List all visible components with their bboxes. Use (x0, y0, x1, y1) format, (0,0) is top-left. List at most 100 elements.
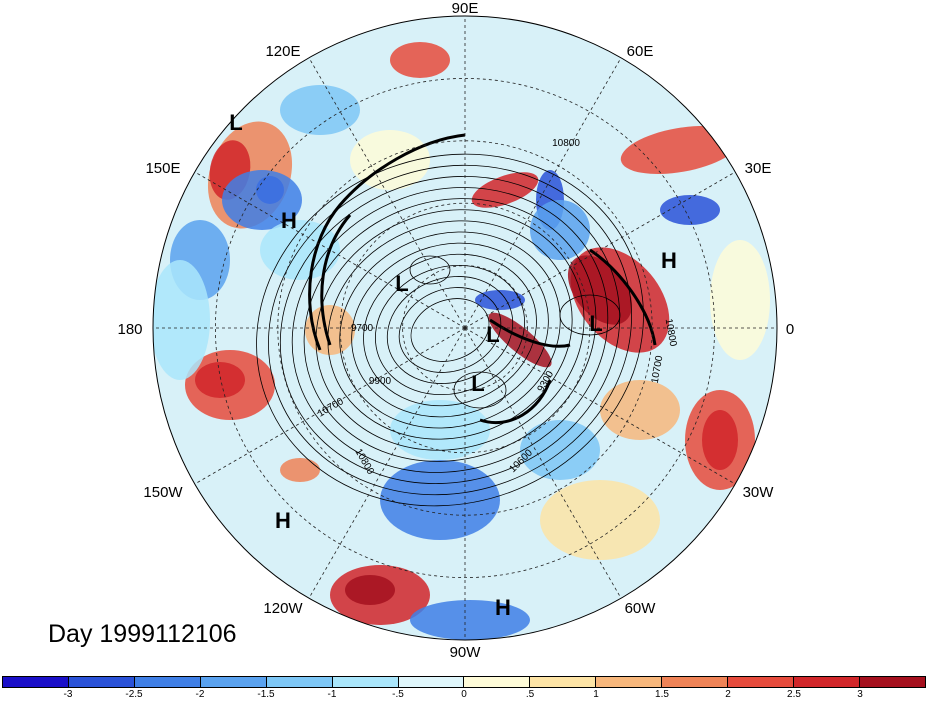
colorbar-swatch (728, 677, 795, 687)
lon-label-90e: 90E (452, 0, 479, 17)
latitude-circle (339, 202, 591, 454)
contour-label: 9900 (369, 376, 392, 387)
pressure-center-low: L (471, 371, 484, 396)
colorbar-tick-label: 1.5 (655, 689, 669, 700)
height-contour (453, 371, 507, 409)
pressure-center-low: L (589, 311, 602, 336)
colorbar-tick-label: 0 (461, 689, 467, 700)
meridian-line (194, 327, 466, 485)
colorbar-tick-label: -2.5 (125, 689, 143, 700)
height-contour (279, 175, 621, 485)
height-contour (315, 209, 585, 451)
jet-contour (479, 379, 552, 425)
jet-contour (589, 248, 657, 346)
longitude-labels: 90E 60E 30E 0 30W 60W 90W 120W 150W 180 … (117, 0, 794, 661)
colorbar-swatch (794, 677, 860, 687)
meridian-line (464, 57, 622, 329)
anomaly-blob (153, 260, 210, 380)
lon-label-150e: 150E (145, 160, 180, 177)
meridian-line (464, 327, 622, 599)
map-border (152, 15, 778, 641)
colorbar-tick-label: .5 (525, 689, 535, 700)
anomaly-blob (390, 400, 490, 460)
colorbar-tick-label: 3 (857, 689, 863, 700)
colorbar-swatch (859, 677, 925, 687)
colorbar-tick-label: -3 (63, 689, 73, 700)
colorbar-swatch (596, 677, 663, 687)
anomaly-blob (390, 42, 450, 78)
anomaly-blob (350, 130, 430, 190)
pressure-centers: L H L L L L H H H (229, 110, 677, 620)
lon-label-60w: 60W (625, 600, 657, 617)
anomaly-blob (380, 460, 500, 540)
meridian-line (464, 327, 736, 485)
height-contour (386, 276, 514, 384)
pressure-center-high: H (275, 508, 291, 533)
lon-label-30w: 30W (743, 484, 775, 501)
colorbar (2, 676, 926, 688)
latitude-circle (214, 77, 716, 579)
anomaly-blob (345, 575, 395, 605)
height-contour (398, 287, 502, 373)
jet-contour (308, 133, 466, 351)
colorbar-tick-label: -2 (195, 689, 205, 700)
colorbar-tick-label: 1 (593, 689, 599, 700)
height-contour (291, 187, 609, 473)
height-contour (410, 298, 490, 362)
lon-label-0: 0 (786, 321, 794, 338)
anomaly-blob (540, 480, 660, 560)
anomaly-blob (471, 172, 539, 208)
anomaly-blob (620, 125, 740, 175)
height-contour (303, 198, 597, 462)
colorbar-swatch (68, 677, 135, 687)
colorbar-swatch (332, 677, 399, 687)
jet-contour (489, 318, 571, 348)
graticule (153, 16, 777, 640)
anomaly-blob (280, 458, 320, 482)
lon-label-150w: 150W (143, 484, 183, 501)
colorbar-tick-label: -.5 (392, 689, 404, 700)
anomaly-blob (488, 312, 552, 368)
contour-label: 10800 (663, 318, 679, 348)
meridian-line (308, 57, 466, 329)
lon-label-30e: 30E (745, 160, 772, 177)
colorbar-swatch (530, 677, 597, 687)
lon-label-120e: 120E (265, 43, 300, 60)
colorbar-tick-label: -1.5 (257, 689, 275, 700)
contour-label: 9700 (351, 323, 374, 334)
height-contour (327, 220, 573, 440)
pressure-center-low: L (229, 110, 242, 135)
height-contour (351, 242, 549, 418)
pressure-center-low: L (486, 322, 499, 347)
height-contours (256, 153, 644, 507)
anomaly-blob (280, 85, 360, 135)
meridian-line (308, 327, 466, 599)
contour-label: 10700 (650, 354, 666, 384)
anomaly-blob (410, 600, 530, 640)
height-contour (268, 164, 632, 496)
anomaly-blob (710, 240, 770, 360)
height-contour (363, 253, 537, 407)
colorbar-swatch (662, 677, 729, 687)
map-disc (153, 16, 777, 640)
meridian-line (464, 171, 736, 329)
contour-label: 10800 (552, 138, 580, 149)
jet-contour (320, 214, 352, 346)
anomaly-blob (660, 195, 720, 225)
map-title: Day 1999112106 (48, 620, 237, 648)
colorbar-tick-label: 2 (725, 689, 731, 700)
colorbar-swatch (134, 677, 201, 687)
lon-label-90w: 90W (450, 644, 482, 661)
lon-label-180: 180 (117, 321, 142, 338)
colorbar-swatch (266, 677, 333, 687)
anomaly-field (153, 42, 770, 640)
pressure-center-high: H (281, 208, 297, 233)
colorbar-tick-labels: -3 -2.5 -2 -1.5 -1 -.5 0 .5 1 1.5 2 2.5 3 (2, 689, 926, 702)
anomaly-blob (475, 290, 525, 310)
height-contour (409, 255, 451, 285)
meridian-line (194, 171, 466, 329)
colorbar-swatch (200, 677, 267, 687)
pressure-center-low: L (395, 271, 408, 296)
pressure-center-high: H (495, 595, 511, 620)
